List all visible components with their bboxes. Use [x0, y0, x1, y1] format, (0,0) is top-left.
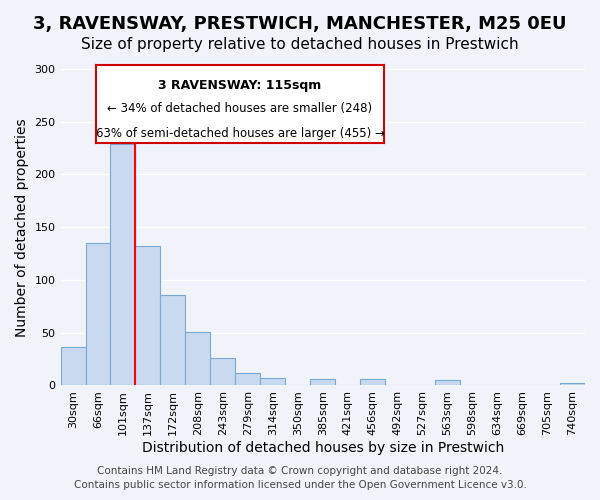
- Bar: [185, 332, 211, 386]
- Text: Contains HM Land Registry data © Crown copyright and database right 2024.
Contai: Contains HM Land Registry data © Crown c…: [74, 466, 526, 490]
- Bar: [86, 243, 110, 386]
- Text: 3 RAVENSWAY: 115sqm: 3 RAVENSWAY: 115sqm: [158, 79, 322, 92]
- Bar: [61, 348, 86, 386]
- Bar: [235, 373, 260, 386]
- Bar: [310, 379, 335, 386]
- Text: Size of property relative to detached houses in Prestwich: Size of property relative to detached ho…: [81, 38, 519, 52]
- Y-axis label: Number of detached properties: Number of detached properties: [15, 118, 29, 336]
- Bar: [360, 379, 385, 386]
- Text: 3, RAVENSWAY, PRESTWICH, MANCHESTER, M25 0EU: 3, RAVENSWAY, PRESTWICH, MANCHESTER, M25…: [33, 15, 567, 33]
- X-axis label: Distribution of detached houses by size in Prestwich: Distribution of detached houses by size …: [142, 441, 504, 455]
- Text: ← 34% of detached houses are smaller (248): ← 34% of detached houses are smaller (24…: [107, 102, 373, 115]
- Bar: [110, 144, 136, 386]
- Bar: [560, 384, 585, 386]
- Bar: [136, 246, 160, 386]
- Bar: [260, 378, 286, 386]
- Bar: [211, 358, 235, 386]
- Text: 63% of semi-detached houses are larger (455) →: 63% of semi-detached houses are larger (…: [95, 127, 385, 140]
- Bar: [435, 380, 460, 386]
- Bar: [160, 294, 185, 386]
